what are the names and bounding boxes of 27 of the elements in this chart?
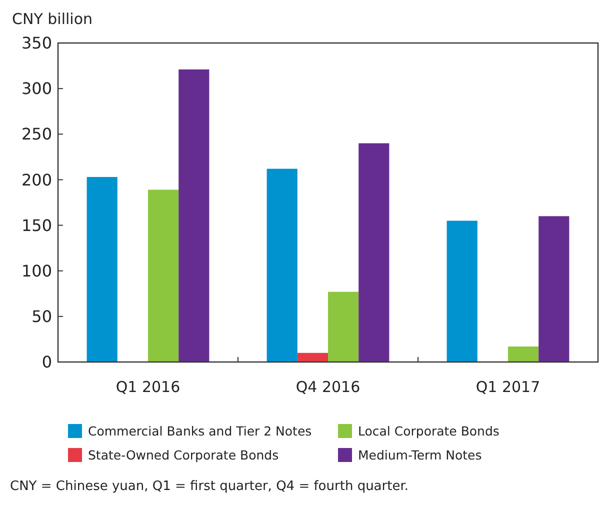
- bar: [297, 352, 328, 362]
- y-tick-label: 200: [21, 170, 52, 190]
- y-tick-label: 0: [42, 352, 52, 372]
- y-tick-label: 250: [21, 124, 52, 144]
- bar: [178, 69, 210, 362]
- bar: [358, 143, 390, 362]
- x-tick-label: Q1 2017: [476, 378, 540, 396]
- bar: [446, 220, 478, 362]
- text: CNY = Chinese yuan, Q1 = first quarter, Q4 = fourth quarter.: [10, 479, 408, 494]
- x-tick-label: Q4 2016: [296, 378, 360, 396]
- y-tick-label: 100: [21, 261, 52, 280]
- bar: [538, 216, 570, 362]
- legend-label: Medium-Term Notes: [358, 447, 482, 462]
- y-tick-label: 50: [32, 307, 52, 326]
- bar: [148, 190, 179, 362]
- bar: [508, 346, 539, 362]
- y-axis-title: CNY billion: [12, 10, 93, 28]
- y-tick-label: 300: [21, 79, 52, 98]
- bar: [328, 292, 359, 362]
- legend-label: Commercial Banks and Tier 2 Notes: [88, 423, 312, 438]
- y-tick-label: 350: [21, 34, 52, 53]
- legend-label: Local Corporate Bonds: [358, 423, 500, 438]
- x-tick-label: Q1 2016: [116, 378, 180, 396]
- bar: [86, 176, 118, 362]
- bar: [266, 168, 298, 362]
- legend-label: State-Owned Corporate Bonds: [88, 447, 279, 462]
- y-tick-label: 150: [21, 216, 52, 235]
